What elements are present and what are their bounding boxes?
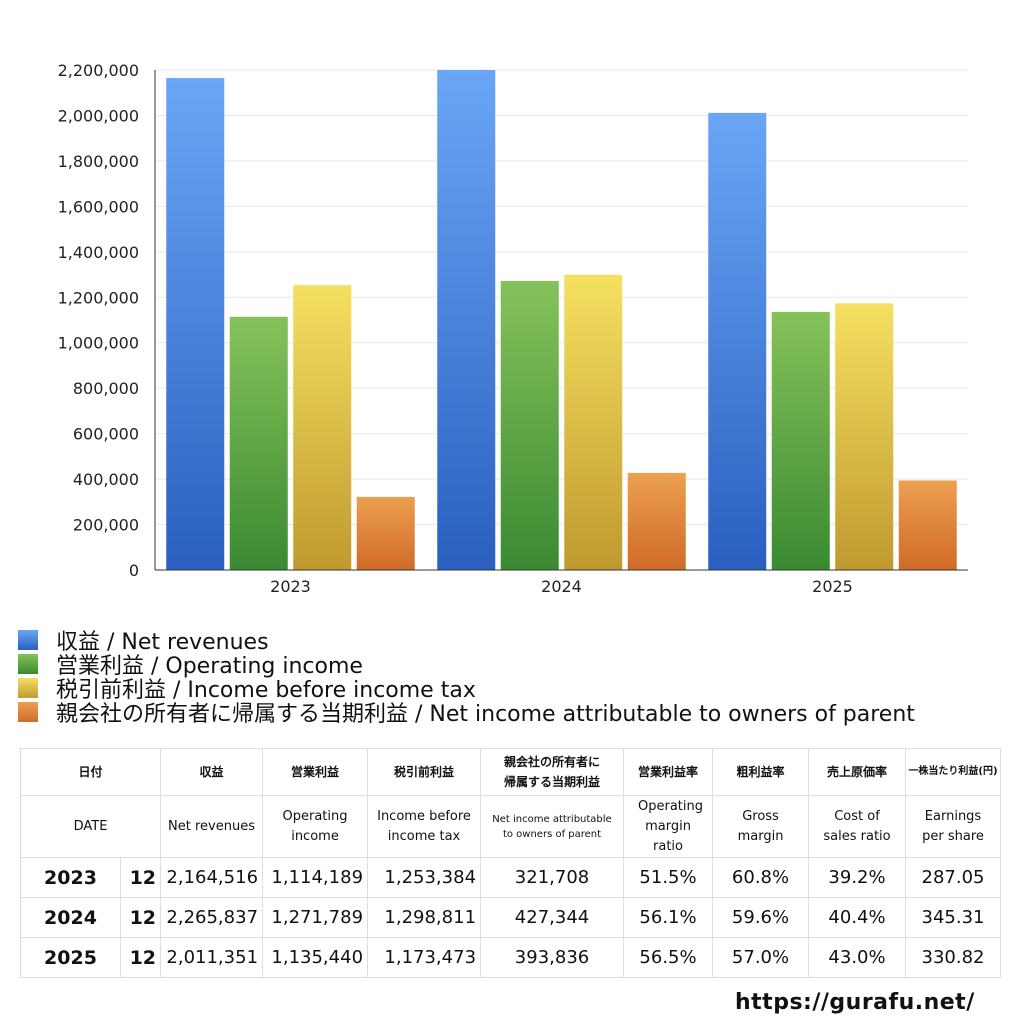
header-cell: 親会社の所有者に帰属する当期利益 bbox=[480, 748, 625, 796]
y-tick-label: 1,000,000 bbox=[58, 334, 139, 353]
y-tick-label: 1,600,000 bbox=[58, 197, 139, 216]
y-tick-label: 2,000,000 bbox=[58, 106, 139, 125]
y-tick-label: 1,400,000 bbox=[58, 243, 139, 262]
table-cell: 60.8% bbox=[712, 857, 810, 898]
table-cell: 2023 bbox=[20, 857, 121, 898]
table-cell: 57.0% bbox=[712, 937, 810, 978]
table-cell: 43.0% bbox=[808, 937, 907, 978]
table-cell: 51.5% bbox=[623, 857, 714, 898]
table-cell: 2,265,837 bbox=[160, 897, 264, 938]
legend-item: 収益 / Net revenues bbox=[18, 628, 915, 655]
bar bbox=[437, 70, 496, 570]
table-cell: 287.05 bbox=[905, 857, 1002, 898]
header-cell: Net revenues bbox=[160, 795, 264, 858]
site-url[interactable]: https://gurafu.net/ bbox=[735, 990, 975, 1015]
header-row-en: DATE Net revenues Operating income Incom… bbox=[19, 795, 1002, 858]
y-tick-label: 1,200,000 bbox=[58, 288, 139, 307]
table-cell: 2024 bbox=[20, 897, 121, 938]
table-cell: 345.31 bbox=[905, 897, 1002, 938]
header-cell: Gross margin bbox=[712, 795, 810, 858]
table-cell: 1,298,811 bbox=[367, 897, 482, 938]
table-cell: 2,011,351 bbox=[160, 937, 264, 978]
legend-swatch bbox=[18, 654, 38, 674]
legend-swatch bbox=[18, 702, 38, 722]
header-cell: Operating income bbox=[262, 795, 369, 858]
bar bbox=[835, 303, 894, 570]
table-cell: 12 bbox=[119, 937, 162, 978]
legend-label: 収益 / Net revenues bbox=[56, 630, 269, 655]
legend-swatch bbox=[18, 678, 38, 698]
table-cell: 321,708 bbox=[480, 857, 625, 898]
x-tick-label: 2023 bbox=[270, 577, 311, 596]
table-cell: 1,253,384 bbox=[367, 857, 482, 898]
legend-item: 営業利益 / Operating income bbox=[18, 652, 915, 679]
table-row: 2025 12 2,011,351 1,135,440 1,173,473 393,836… bbox=[20, 937, 1002, 978]
header-cell: 日付 bbox=[19, 748, 162, 796]
y-tick-label: 200,000 bbox=[73, 516, 139, 535]
header-cell: 収益 bbox=[160, 748, 264, 796]
legend-label: 営業利益 / Operating income bbox=[56, 654, 363, 679]
table-row: 2024 12 2,265,837 1,271,789 1,298,811 427,344… bbox=[20, 897, 1002, 938]
legend-item: 親会社の所有者に帰属する当期利益 / Net income attributab… bbox=[18, 700, 915, 727]
header-cell: Earnings per share bbox=[905, 795, 1002, 858]
legend-label: 親会社の所有者に帰属する当期利益 / Net income attributab… bbox=[56, 702, 915, 727]
header-cell: 粗利益率 bbox=[712, 748, 810, 796]
table-cell: 56.1% bbox=[623, 897, 714, 938]
table-cell: 1,271,789 bbox=[262, 897, 369, 938]
table-cell: 12 bbox=[119, 857, 162, 898]
table-cell: 393,836 bbox=[480, 937, 625, 978]
table-cell: 39.2% bbox=[808, 857, 907, 898]
header-cell: 売上原価率 bbox=[808, 748, 907, 796]
bar bbox=[627, 472, 686, 570]
header-cell: 営業利益率 bbox=[623, 748, 714, 796]
header-cell: 一株当たり利益(円) bbox=[905, 748, 1002, 796]
bar bbox=[898, 480, 957, 570]
table-row: 2023 12 2,164,516 1,114,189 1,253,384 321,708… bbox=[20, 857, 1002, 898]
y-tick-label: 1,800,000 bbox=[58, 152, 139, 171]
y-tick-label: 2,200,000 bbox=[58, 61, 139, 80]
header-cell: Income before income tax bbox=[367, 795, 482, 858]
x-tick-label: 2025 bbox=[812, 577, 853, 596]
table-cell: 1,114,189 bbox=[262, 857, 369, 898]
header-row-jp: 日付 収益 営業利益 税引前利益 親会社の所有者に帰属する当期利益 営業利益率 … bbox=[19, 748, 1002, 796]
y-tick-label: 0 bbox=[129, 561, 139, 580]
legend-item: 税引前利益 / Income before income tax bbox=[18, 676, 915, 703]
table-cell: 59.6% bbox=[712, 897, 810, 938]
header-cell: DATE bbox=[19, 795, 162, 858]
legend: 収益 / Net revenues 営業利益 / Operating incom… bbox=[18, 628, 915, 727]
bar bbox=[500, 280, 559, 570]
bar-chart: 0 200,000 400,000 600,000 800,000 1,000,000 1,… bbox=[58, 61, 968, 596]
y-tick-label: 800,000 bbox=[73, 379, 139, 398]
bar bbox=[356, 496, 415, 570]
bar bbox=[708, 112, 767, 571]
table-cell: 2025 bbox=[20, 937, 121, 978]
header-cell: Net income attributable to owners of par… bbox=[480, 795, 625, 858]
bar bbox=[229, 316, 288, 570]
table-cell: 330.82 bbox=[905, 937, 1002, 978]
table-cell: 2,164,516 bbox=[160, 857, 264, 898]
bar bbox=[293, 285, 352, 570]
bar bbox=[166, 78, 225, 570]
legend-swatch bbox=[18, 630, 38, 650]
table-cell: 1,173,473 bbox=[367, 937, 482, 978]
table-cell: 427,344 bbox=[480, 897, 625, 938]
table-cell: 40.4% bbox=[808, 897, 907, 938]
table-cell: 12 bbox=[119, 897, 162, 938]
financial-table: 日付 収益 営業利益 税引前利益 親会社の所有者に帰属する当期利益 営業利益率 … bbox=[19, 748, 1002, 978]
header-cell: Operating margin ratio bbox=[623, 795, 714, 858]
header-cell: 営業利益 bbox=[262, 748, 369, 796]
y-tick-label: 600,000 bbox=[73, 425, 139, 444]
header-cell: Cost of sales ratio bbox=[808, 795, 907, 858]
table-cell: 1,135,440 bbox=[262, 937, 369, 978]
bar bbox=[564, 274, 623, 570]
y-tick-label: 400,000 bbox=[73, 470, 139, 489]
bar bbox=[771, 311, 830, 570]
legend-label: 税引前利益 / Income before income tax bbox=[56, 678, 476, 703]
header-cell: 税引前利益 bbox=[367, 748, 482, 796]
x-tick-label: 2024 bbox=[541, 577, 582, 596]
table-cell: 56.5% bbox=[623, 937, 714, 978]
